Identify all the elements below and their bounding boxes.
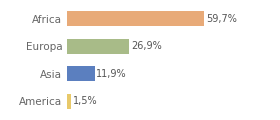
Text: 59,7%: 59,7%: [206, 14, 237, 24]
Bar: [67, 94, 71, 109]
Text: 1,5%: 1,5%: [73, 96, 97, 106]
Text: 11,9%: 11,9%: [96, 69, 127, 79]
Bar: [67, 39, 129, 54]
Bar: [67, 66, 95, 81]
Bar: [67, 11, 204, 26]
Text: 26,9%: 26,9%: [131, 41, 162, 51]
